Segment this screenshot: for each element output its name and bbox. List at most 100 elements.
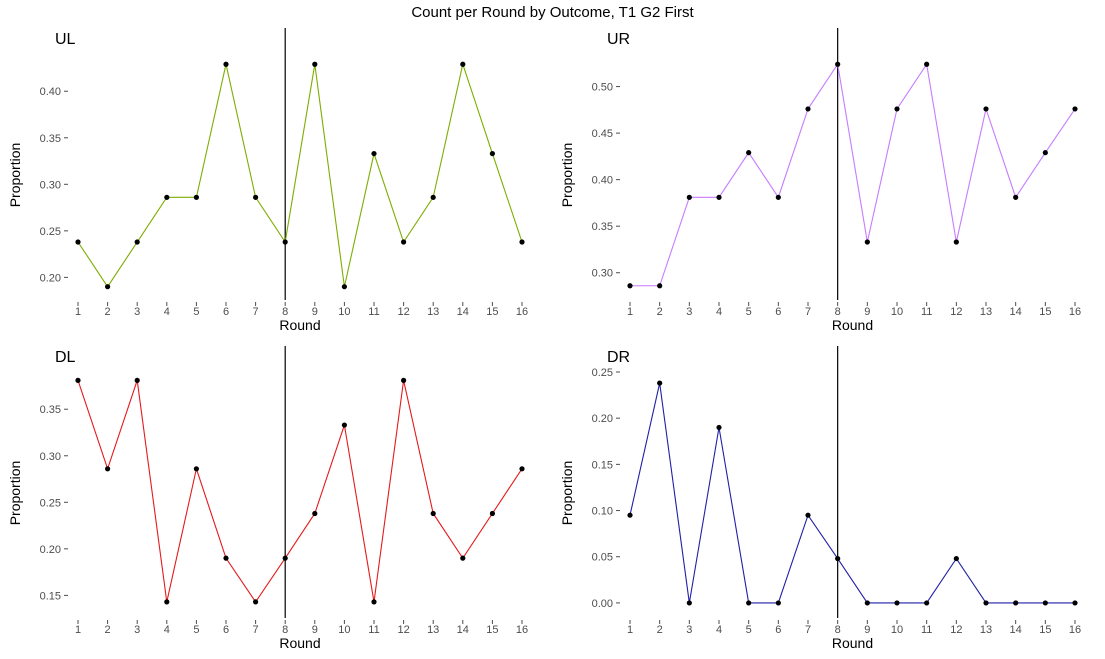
ur-data-point (924, 61, 930, 67)
dl-series-line (77, 380, 523, 603)
dl-x-tick-label: 7 (253, 624, 259, 636)
ul-data-point (312, 61, 318, 67)
dl-data-point (282, 555, 288, 561)
ul-y-tick-label: 0.20 (40, 272, 61, 284)
ul-y-tick-label: 0.30 (40, 179, 61, 191)
ul-x-tick-label: 16 (516, 306, 528, 318)
ul-y-tick-label: 0.35 (40, 133, 61, 145)
ur-data-point (1042, 150, 1048, 156)
panel-dl: DL0.150.200.250.300.351 2 3 4 5 6 7 8 9 10 11 12 13 1… (7, 346, 528, 651)
chart-main-title: Count per Round by Outcome, T1 G2 First (411, 4, 694, 21)
dr-panel-title: DR (607, 349, 630, 366)
dr-data-point (1072, 600, 1078, 606)
dl-data-point (105, 466, 111, 472)
ul-y-tick-label: 0.40 (40, 86, 61, 98)
dr-x-tick-label: 9 (864, 624, 870, 636)
ur-data-point (716, 194, 722, 200)
ul-data-point (164, 194, 170, 200)
ul-data-point (460, 61, 466, 67)
dl-x-tick-label: 13 (427, 624, 439, 636)
ur-y-axis-title: Proportion (559, 143, 575, 208)
dr-data-point (657, 380, 663, 386)
ur-data-point (983, 106, 989, 112)
ur-x-tick-label: 14 (1010, 306, 1022, 318)
dl-x-tick-label: 5 (193, 624, 199, 636)
dr-x-tick-label: 13 (980, 624, 992, 636)
ul-x-axis-title: Round (279, 317, 320, 333)
ur-data-point (953, 239, 959, 245)
dr-data-point (775, 600, 781, 606)
ul-data-point (253, 194, 259, 200)
ul-data-point (282, 239, 288, 245)
ul-x-tick-label: 10 (338, 306, 350, 318)
dl-data-point (193, 466, 199, 472)
ul-data-point (341, 284, 347, 290)
ul-x-tick-label: 4 (164, 306, 170, 318)
dr-x-tick-label: 4 (716, 624, 722, 636)
ul-data-point (134, 239, 140, 245)
ul-y-tick-label: 0.25 (40, 226, 61, 238)
ur-x-tick-label: 13 (980, 306, 992, 318)
ur-data-point (1072, 106, 1078, 112)
ul-panel-title: UL (55, 31, 76, 48)
dr-y-tick-label: 0.15 (592, 459, 613, 471)
ul-data-point (519, 239, 525, 245)
dr-y-axis-title: Proportion (559, 461, 575, 526)
dl-x-tick-label: 3 (134, 624, 140, 636)
dr-data-point (864, 600, 870, 606)
dl-y-tick-label: 0.20 (40, 544, 61, 556)
dr-data-point (686, 600, 692, 606)
dr-data-point (627, 512, 633, 518)
ul-data-point (193, 194, 199, 200)
dl-x-tick-label: 14 (457, 624, 469, 636)
dr-y-tick-label: 0.10 (592, 506, 613, 518)
ur-x-tick-label: 1 (627, 306, 633, 318)
dr-x-tick-label: 6 (775, 624, 781, 636)
dl-x-axis-title: Round (279, 635, 320, 651)
dl-x-tick-label: 8 (282, 624, 288, 636)
ur-x-tick-label: 3 (686, 306, 692, 318)
ur-x-tick-label: 7 (805, 306, 811, 318)
ul-x-tick-label: 1 (75, 306, 81, 318)
panel-dr: DR0.000.050.100.150.200.251 2 3 4 5 6 7 8 9 10 11 1… (559, 346, 1081, 651)
dl-data-point (341, 422, 347, 428)
dl-x-tick-label: 12 (397, 624, 409, 636)
ul-x-tick-label: 9 (312, 306, 318, 318)
dl-data-point (519, 466, 525, 472)
dl-data-point (134, 377, 140, 383)
dr-x-tick-label: 15 (1039, 624, 1051, 636)
dr-y-tick-label: 0.20 (592, 413, 613, 425)
dr-x-tick-label: 3 (686, 624, 692, 636)
dl-x-tick-label: 10 (338, 624, 350, 636)
ur-x-tick-label: 2 (657, 306, 663, 318)
dl-data-point (164, 599, 170, 605)
dl-data-point (253, 599, 259, 605)
ul-x-tick-label: 12 (397, 306, 409, 318)
ul-data-point (75, 239, 81, 245)
dl-x-tick-label: 6 (223, 624, 229, 636)
ul-data-point (371, 150, 377, 157)
dl-data-point (312, 510, 318, 517)
ur-x-tick-label: 9 (864, 306, 870, 318)
ur-data-point (864, 239, 870, 245)
ur-y-tick-label: 0.30 (592, 268, 613, 280)
dl-x-tick-label: 15 (486, 624, 498, 636)
dr-data-point (924, 600, 930, 606)
ul-x-tick-label: 2 (105, 306, 111, 318)
ur-data-point (1013, 194, 1019, 200)
dl-data-point (460, 555, 466, 561)
dr-data-point (835, 555, 841, 562)
dl-panel-title: DL (55, 349, 76, 366)
ul-x-tick-label: 11 (368, 306, 379, 318)
ur-data-point (835, 61, 841, 67)
ur-panel-title: UR (607, 31, 630, 48)
ur-data-point (686, 194, 692, 200)
panel-ul: UL0.200.250.300.350.401 2 3 4 5 6 7 8 9 10 11 12 13 1… (7, 28, 528, 333)
ul-data-point (105, 284, 111, 290)
dr-x-tick-label: 12 (950, 624, 962, 636)
ur-x-tick-label: 11 (921, 306, 932, 318)
dr-x-tick-label: 1 (627, 624, 633, 636)
ur-y-tick-label: 0.40 (592, 175, 613, 187)
dl-y-tick-label: 0.30 (40, 451, 61, 463)
